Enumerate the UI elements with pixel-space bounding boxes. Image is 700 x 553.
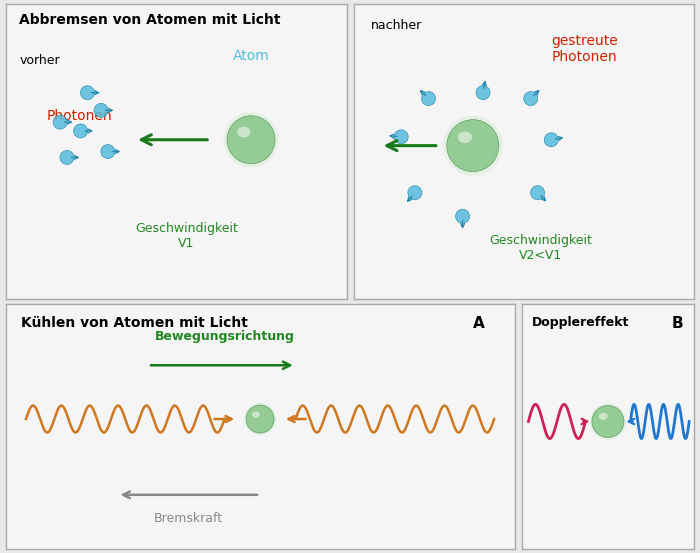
- Ellipse shape: [237, 127, 251, 138]
- Ellipse shape: [531, 186, 545, 200]
- Text: Abbremsen von Atomen mit Licht: Abbremsen von Atomen mit Licht: [19, 13, 281, 27]
- Ellipse shape: [244, 403, 276, 435]
- Text: B: B: [671, 316, 683, 331]
- Ellipse shape: [544, 133, 558, 147]
- Ellipse shape: [394, 130, 408, 144]
- Ellipse shape: [589, 403, 626, 440]
- Ellipse shape: [456, 209, 470, 223]
- Text: Atom: Atom: [232, 49, 270, 63]
- Text: gestreute
Photonen: gestreute Photonen: [551, 34, 618, 64]
- Text: Dopplereffekt: Dopplereffekt: [532, 316, 629, 330]
- Text: Geschwindigkeit
V2<V1: Geschwindigkeit V2<V1: [489, 234, 592, 262]
- Ellipse shape: [443, 116, 503, 175]
- Text: Bewegungsrichtung: Bewegungsrichtung: [155, 330, 295, 343]
- Ellipse shape: [592, 405, 624, 437]
- Ellipse shape: [223, 112, 279, 168]
- Ellipse shape: [447, 119, 499, 171]
- Ellipse shape: [101, 144, 115, 159]
- Ellipse shape: [246, 405, 274, 433]
- Ellipse shape: [53, 115, 67, 129]
- Ellipse shape: [227, 116, 275, 164]
- Ellipse shape: [524, 92, 538, 106]
- Text: vorher: vorher: [19, 54, 60, 67]
- Ellipse shape: [80, 86, 94, 100]
- Text: Geschwindigkeit
V1: Geschwindigkeit V1: [135, 222, 238, 250]
- Text: Photonen: Photonen: [46, 109, 112, 123]
- Text: Kühlen von Atomen mit Licht: Kühlen von Atomen mit Licht: [21, 316, 248, 330]
- Ellipse shape: [408, 186, 422, 200]
- Ellipse shape: [458, 132, 472, 143]
- Text: Bremskraft: Bremskraft: [154, 512, 223, 525]
- Text: nachher: nachher: [370, 19, 422, 32]
- Ellipse shape: [94, 103, 108, 117]
- Ellipse shape: [421, 92, 435, 106]
- Ellipse shape: [74, 124, 88, 138]
- Ellipse shape: [60, 150, 74, 164]
- Ellipse shape: [598, 413, 608, 420]
- Ellipse shape: [476, 86, 490, 100]
- Text: A: A: [473, 316, 485, 331]
- Ellipse shape: [252, 411, 260, 418]
